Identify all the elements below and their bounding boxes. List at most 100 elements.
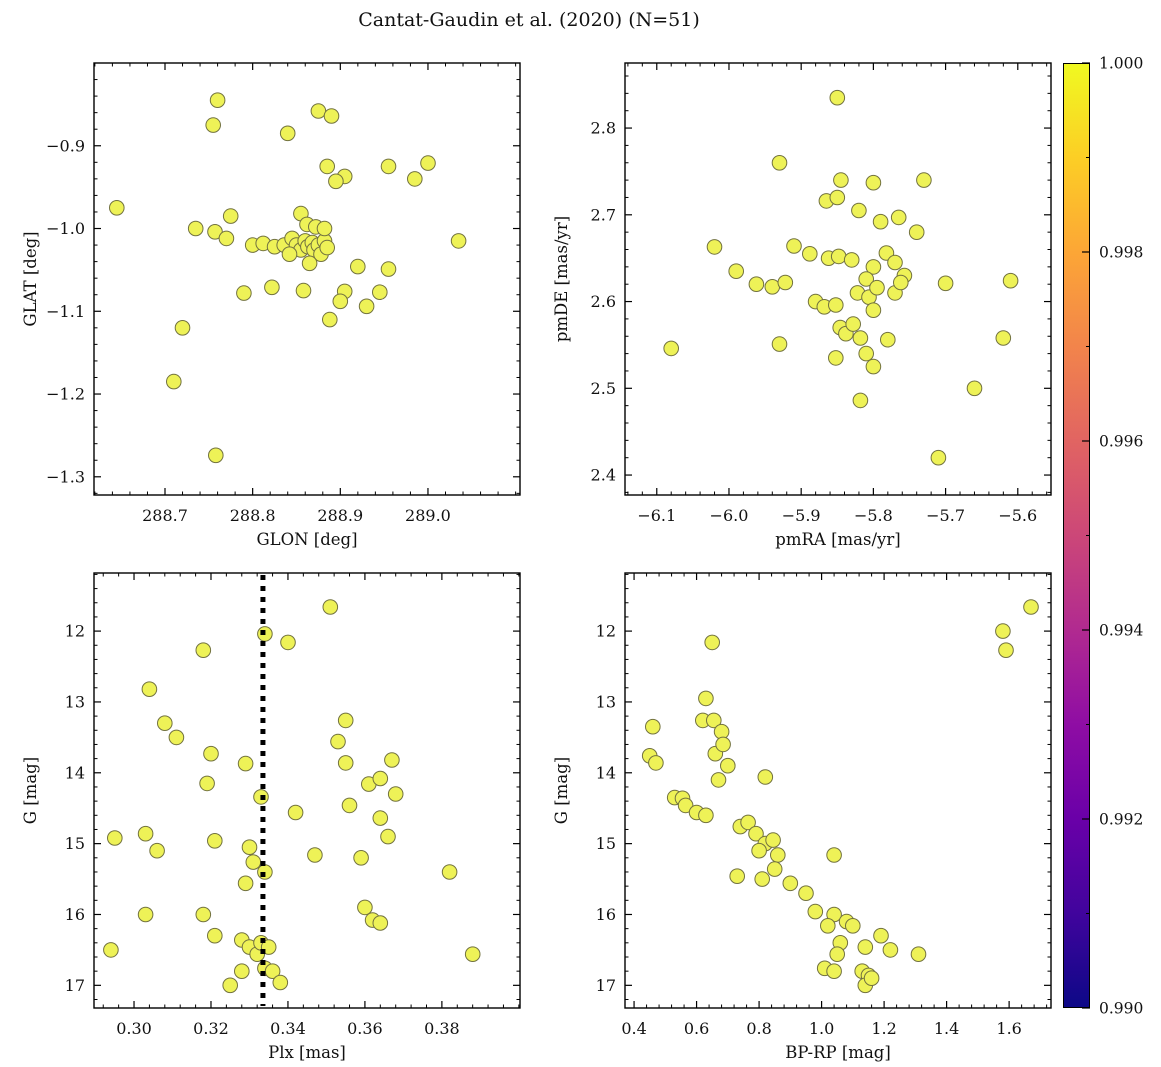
scatter-point (880, 331, 896, 348)
x-tick-label: 0.34 (270, 1019, 306, 1038)
scatter-point (845, 316, 862, 332)
scatter-point (337, 755, 354, 771)
scatter-point (209, 92, 226, 108)
axes-frame (624, 572, 1052, 1009)
y-tick-label: 17 (65, 976, 85, 995)
scatter-point (757, 769, 774, 785)
scatter-point (199, 775, 215, 792)
scatter-point (341, 797, 358, 814)
scatter-point (168, 729, 185, 746)
scatter-point (353, 850, 369, 866)
scatter-point (319, 239, 336, 256)
scatter-point (910, 946, 927, 963)
scatter-point (998, 642, 1014, 659)
scatter-point (890, 209, 907, 226)
scatter-point (272, 974, 289, 991)
scatter-point (420, 155, 436, 171)
y-tick-label: −1.2 (46, 385, 85, 404)
scatter-point (728, 263, 745, 280)
y-tick-label: −1.3 (46, 467, 85, 486)
scatter-point (141, 681, 158, 698)
scatter-point (330, 733, 346, 750)
scatter-point (771, 336, 788, 352)
scatter-point (807, 903, 824, 920)
x-tick-label: −5.7 (926, 506, 965, 525)
scatter-point (307, 847, 323, 863)
scatter-point (319, 158, 336, 175)
scatter-point (851, 202, 867, 219)
y-tick-label: 17 (596, 976, 616, 995)
y-tick-label: 12 (596, 622, 616, 641)
scatter-point (323, 108, 340, 124)
scatter-point (764, 279, 781, 295)
scatter-point (137, 825, 154, 842)
scatter-point (205, 117, 221, 133)
scatter-point (865, 358, 882, 375)
y-tick-label: 2.6 (591, 292, 616, 311)
x-tick-label: 1.4 (934, 1019, 959, 1038)
scatter-point (826, 847, 842, 863)
scatter-point (916, 172, 932, 188)
y-tick-label: 13 (65, 692, 85, 711)
y-axis-label: pmDE [mas/yr] (552, 216, 571, 342)
axes-frame (624, 62, 1052, 496)
scatter-point (358, 298, 375, 315)
scatter-point (380, 158, 397, 175)
scatter-point (720, 757, 736, 774)
scatter-point (316, 220, 333, 237)
panel-pmra-pmde: −6.1 −6.0 −5.9 −5.8 −5.7 −5.6 2.4 2.5 2.6 2.7 2.8 p… (552, 62, 1052, 549)
scatter-point (858, 345, 875, 362)
scatter-point (748, 276, 765, 293)
scatter-point (873, 927, 889, 944)
scatter-point (109, 200, 125, 216)
colorbar-tick-label: 0.996 (1099, 433, 1143, 451)
colorbar-tick-label: 1.000 (1099, 55, 1143, 73)
x-tick-label: 0.30 (116, 1019, 152, 1038)
scatter-point (908, 224, 925, 240)
scatter-point (380, 261, 397, 277)
scatter-point (706, 239, 723, 255)
scatter-point (766, 861, 783, 877)
axes-frame (93, 572, 521, 1009)
y-tick-label: 15 (596, 834, 616, 853)
scatter-point (786, 238, 802, 254)
scatter-point (852, 330, 869, 346)
scatter-point (464, 946, 481, 963)
scatter-point (372, 770, 389, 787)
scatter-point (137, 906, 154, 923)
x-tick-label: −5.9 (782, 506, 821, 525)
scatter-point (829, 946, 846, 963)
colorbar-tick-label: 0.992 (1099, 811, 1143, 829)
scatter-point (882, 942, 899, 958)
scatter-point (450, 233, 467, 249)
scatter-point (865, 302, 882, 319)
scatter-point (828, 297, 844, 313)
y-tick-label: 2.5 (591, 379, 616, 398)
scatter-series (109, 92, 467, 464)
scatter-point (863, 970, 880, 987)
y-axis-label: G [mag] (21, 757, 40, 824)
scatter-point (765, 832, 781, 848)
scatter-point (328, 173, 344, 190)
x-tick-label: 288.8 (230, 506, 276, 525)
scatter-point (771, 155, 788, 171)
scatter-point (287, 804, 304, 821)
scatter-point (777, 274, 794, 291)
y-axis-label: G [mag] (552, 757, 571, 824)
scatter-point (234, 963, 250, 980)
x-tick-label: 0.8 (746, 1019, 771, 1038)
x-tick-label: 0.38 (424, 1019, 460, 1038)
scatter-point (710, 772, 727, 788)
scatter-point (207, 833, 223, 849)
scatter-point (852, 392, 869, 409)
x-axis-label: BP-RP [mag] (785, 1043, 891, 1062)
y-axis-label: GLAT [deg] (21, 231, 40, 326)
colorbar-tick-label: 0.998 (1099, 244, 1143, 262)
scatter-point (845, 918, 861, 934)
scatter-point (357, 899, 373, 916)
scatter-point (826, 963, 842, 980)
scatter-point (237, 755, 254, 772)
scatter-point (187, 220, 204, 237)
scatter-point (236, 285, 252, 301)
